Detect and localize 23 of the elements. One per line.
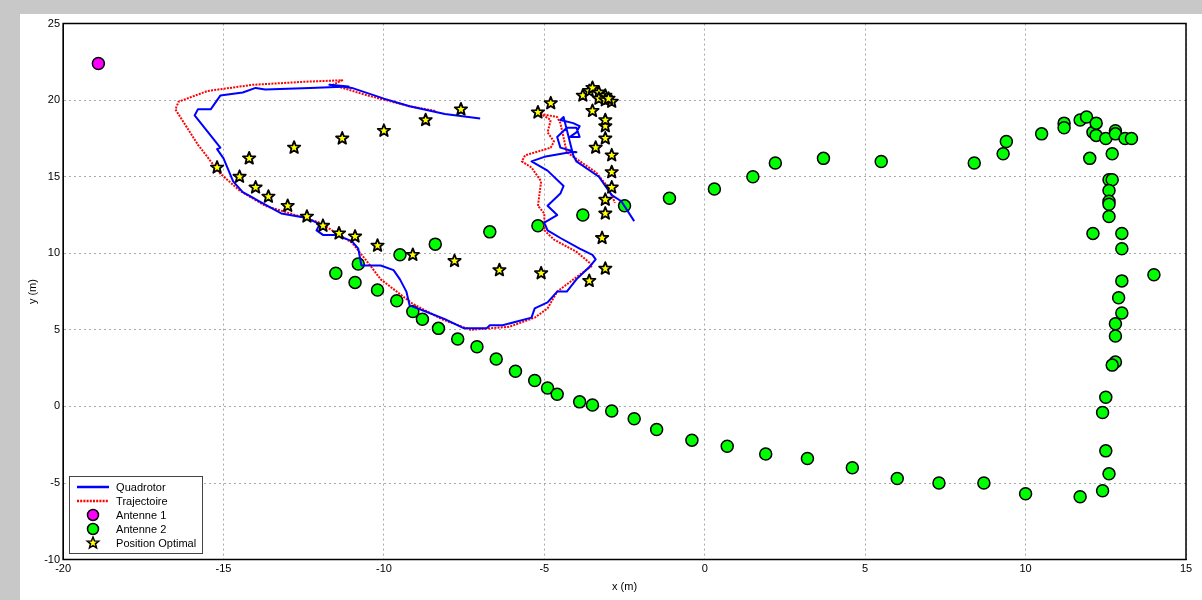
y-tick-label: 0	[53, 399, 61, 412]
x-axis-title: x (m)	[612, 580, 638, 593]
y-axis-title: y (m)	[25, 279, 38, 305]
x-tick-label: 10	[1019, 562, 1032, 575]
x-tick-label: 15	[1179, 562, 1193, 575]
x-tick-label: -20	[55, 562, 72, 575]
x-tick-label: -10	[375, 562, 392, 575]
x-tick-label: 0	[701, 562, 708, 575]
legend-label: Antenne 1	[116, 507, 167, 522]
y-tick-label: 10	[47, 246, 61, 259]
legend-label: Quadrotor	[116, 479, 166, 494]
legend-label: Position Optimal	[116, 535, 197, 550]
y-tick-label: 15	[47, 169, 61, 182]
x-tick-label: -5	[539, 562, 550, 575]
y-tick-label: 20	[47, 93, 61, 106]
y-tick-label: 5	[53, 322, 61, 335]
legend-label: Trajectoire	[116, 493, 168, 508]
x-tick-label: 5	[862, 562, 869, 575]
y-tick-label: -5	[50, 476, 61, 489]
y-tick-label: 25	[47, 16, 61, 29]
legend-label: Antenne 2	[116, 521, 167, 536]
x-tick-label: -15	[215, 562, 232, 575]
y-tick-label: -10	[44, 552, 61, 565]
